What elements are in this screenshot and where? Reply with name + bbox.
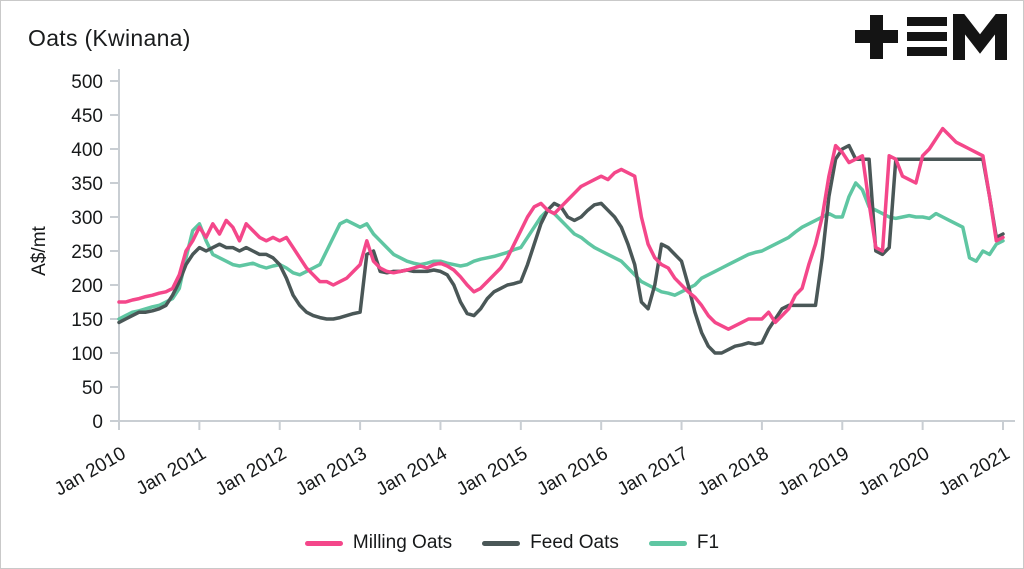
x-tick-label: Jan 2018 bbox=[694, 443, 772, 500]
legend-label-f1: F1 bbox=[696, 532, 720, 553]
legend-item-milling-oats: Milling Oats bbox=[304, 532, 453, 554]
x-tick-label: Jan 2013 bbox=[292, 443, 370, 500]
tem-logo-icon bbox=[855, 14, 1007, 60]
x-tick-label: Jan 2011 bbox=[133, 443, 210, 500]
legend-label-milling-oats: Milling Oats bbox=[352, 532, 453, 553]
y-tick-label: 500 bbox=[71, 72, 103, 93]
legend-swatch-feed-oats-icon bbox=[482, 540, 521, 546]
page-title: Oats (Kwinana) bbox=[28, 25, 191, 51]
legend-item-f1: F1 bbox=[648, 532, 720, 554]
legend-item-feed-oats: Feed Oats bbox=[482, 532, 619, 554]
y-axis-label: A$/mt bbox=[29, 225, 50, 275]
x-tick-label: Jan 2021 bbox=[935, 443, 1013, 500]
y-tick-label: 0 bbox=[92, 412, 103, 433]
y-tick-label: 150 bbox=[71, 310, 103, 331]
y-tick-label: 350 bbox=[71, 174, 103, 195]
series-line-feed-oats bbox=[117, 143, 1005, 355]
legend-label-feed-oats: Feed Oats bbox=[530, 532, 619, 553]
y-tick-label: 100 bbox=[71, 344, 103, 365]
x-tick-label: Jan 2012 bbox=[212, 443, 290, 500]
x-tick-label: Jan 2017 bbox=[614, 443, 692, 500]
x-tick-label: Jan 2010 bbox=[51, 443, 129, 500]
x-tick-label: Jan 2016 bbox=[533, 443, 611, 500]
series-line-f1 bbox=[117, 181, 1005, 321]
x-tick-label: Jan 2020 bbox=[855, 443, 933, 500]
y-tick-label: 50 bbox=[82, 378, 103, 399]
y-tick-label: 250 bbox=[71, 242, 103, 263]
y-tick-label: 400 bbox=[71, 140, 103, 161]
x-tick-label: Jan 2015 bbox=[453, 443, 531, 500]
legend: Milling Oats Feed Oats F1 bbox=[1, 532, 1023, 554]
series-line-milling-oats bbox=[117, 126, 1005, 331]
y-tick-label: 450 bbox=[71, 106, 103, 127]
legend-swatch-milling-oats-icon bbox=[304, 540, 343, 546]
x-tick-label: Jan 2014 bbox=[373, 443, 452, 500]
legend-swatch-f1-icon bbox=[648, 540, 687, 546]
x-tick-label: Jan 2019 bbox=[775, 443, 853, 500]
y-tick-label: 300 bbox=[71, 208, 103, 229]
y-tick-label: 200 bbox=[71, 276, 103, 297]
